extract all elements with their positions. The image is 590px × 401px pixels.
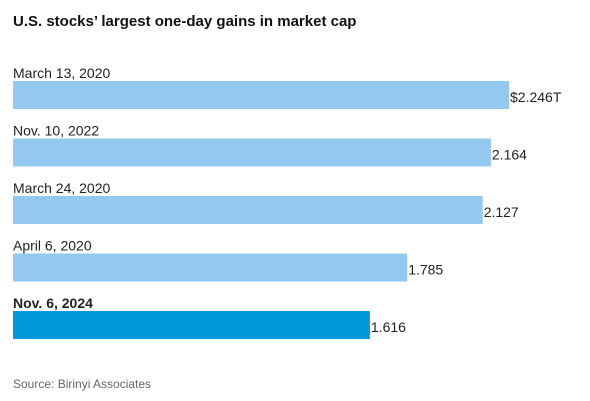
value-label: 1.616 — [371, 319, 406, 335]
bar — [13, 196, 483, 224]
category-label: March 13, 2020 — [13, 65, 110, 81]
bar — [13, 81, 509, 109]
category-label: Nov. 6, 2024 — [13, 295, 93, 311]
bar — [13, 311, 370, 339]
category-label: March 24, 2020 — [13, 180, 110, 196]
bar — [13, 253, 408, 282]
value-label: 2.127 — [484, 204, 519, 220]
value-label: 1.785 — [408, 262, 443, 278]
value-label: $2.246T — [510, 89, 562, 105]
value-label: 2.164 — [492, 147, 527, 163]
bars-group: March 13, 2020 $2.246T Nov. 10, 2022 2.164 M… — [13, 65, 562, 339]
source-note: Source: Birinyi Associates — [13, 377, 152, 391]
category-label: Nov. 10, 2022 — [13, 123, 99, 139]
category-label: April 6, 2020 — [13, 238, 92, 254]
bar — [13, 138, 491, 167]
chart-title: U.S. stocks’ largest one-day gains in ma… — [13, 13, 357, 30]
